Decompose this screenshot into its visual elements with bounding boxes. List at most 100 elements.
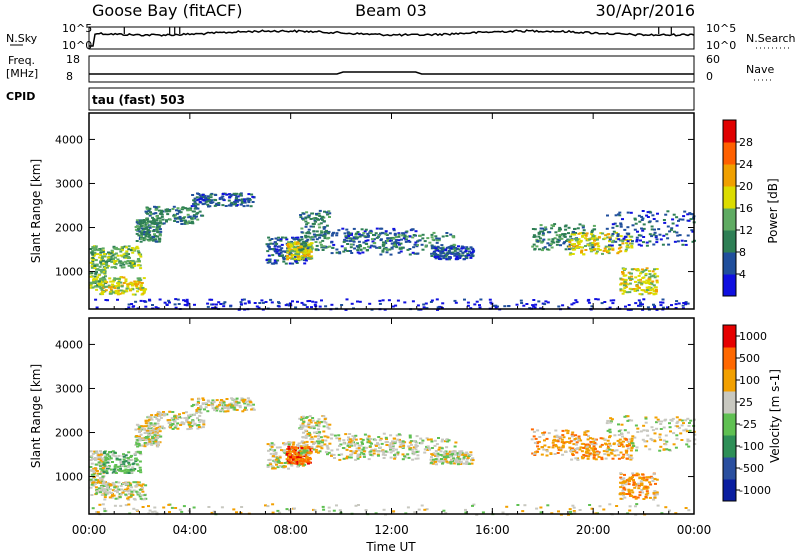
power-cell [304, 249, 307, 252]
velocity-cell [591, 437, 595, 440]
velocity-cell [127, 503, 131, 506]
power-cell [126, 285, 130, 288]
power-cell [635, 236, 639, 239]
velocity-cell [648, 496, 652, 499]
power-cell [99, 261, 103, 264]
power-cell [359, 245, 362, 248]
power-cell [637, 299, 641, 302]
power-cell [340, 245, 344, 248]
power-cell [228, 196, 232, 199]
power-cell [244, 198, 248, 201]
velocity-cell [118, 465, 122, 468]
velocity-cell [442, 453, 446, 456]
velocity-cell [576, 458, 580, 461]
velocity-cell [645, 487, 649, 490]
velocity-cell [617, 430, 621, 433]
velocity-cell [106, 458, 110, 460]
power-cell [222, 305, 226, 308]
power-cell [615, 225, 619, 228]
velocity-cell [96, 452, 100, 455]
velocity-cell [685, 430, 689, 433]
power-cell [324, 245, 328, 248]
velocity-cell [113, 465, 117, 468]
power-cell [541, 232, 545, 235]
power-cell [627, 277, 631, 280]
power-cell [289, 243, 293, 246]
power-cell [267, 246, 271, 249]
power-cell [319, 217, 323, 220]
power-cell [301, 256, 305, 259]
velocity-cell [235, 397, 239, 400]
velocity-cell [243, 398, 247, 401]
power-cell [611, 302, 615, 305]
velocity-cell [341, 447, 345, 449]
power-cell [619, 222, 623, 225]
velocity-cell [410, 443, 413, 446]
velocity-cell [118, 496, 122, 499]
velocity-cell [140, 494, 144, 497]
power-cell [326, 237, 330, 240]
power-cell [690, 213, 694, 216]
power-cell [246, 204, 250, 207]
power-cell [108, 292, 112, 295]
velocity-cell [635, 449, 638, 452]
power-cell [515, 303, 519, 306]
power-cell [391, 305, 395, 308]
power-cell [421, 248, 425, 251]
beam-title: Beam 03 [355, 1, 427, 20]
power-cell [149, 211, 152, 214]
power-cell [324, 246, 328, 249]
velocity-cell [153, 422, 157, 425]
velocity-cell [288, 461, 292, 464]
velocity-cell [338, 444, 341, 447]
power-cell [543, 246, 547, 249]
velocity-cell [543, 444, 547, 447]
velocity-cell [147, 505, 150, 508]
velocity-cell [381, 449, 385, 452]
power-cell [391, 242, 395, 245]
velocity-cell [464, 511, 468, 514]
power-cell [373, 245, 377, 248]
power-cell [467, 254, 470, 257]
velocity-cell [582, 447, 586, 449]
power-cell [313, 219, 317, 222]
velocity-cell [120, 464, 124, 467]
velocity-cell [304, 436, 308, 439]
velocity-cell [293, 462, 297, 465]
velocity-cell [160, 425, 164, 428]
power-cell [531, 228, 535, 230]
power-cell [636, 289, 640, 292]
power-cell [614, 214, 618, 217]
power-cell [655, 281, 659, 284]
power-cell [645, 244, 649, 247]
velocity-cell [393, 437, 397, 440]
power-cell [178, 215, 182, 218]
power-cell [570, 243, 574, 246]
velocity-cell [187, 416, 191, 419]
velocity-cell [688, 439, 692, 442]
velocity-cell [278, 511, 282, 514]
velocity-cell [111, 450, 115, 453]
power-cell [165, 219, 168, 222]
velocity-cell [124, 454, 128, 457]
velocity-cell [102, 465, 106, 468]
power-cell [392, 244, 396, 247]
power-cell [654, 292, 658, 295]
power-cell [445, 246, 449, 249]
velocity-cell [282, 465, 286, 468]
velocity-cell [297, 442, 301, 445]
power-cell [151, 216, 154, 219]
velocity-cell [314, 450, 318, 453]
velocity-cell [394, 440, 398, 443]
power-cell [352, 236, 356, 239]
power-cell [173, 216, 177, 219]
power-cell [130, 247, 134, 249]
power-cell [299, 244, 303, 247]
power-cell [91, 258, 95, 261]
power-cell [137, 234, 141, 237]
power-cell [103, 280, 107, 283]
power-y-label: Slant Range [km] [29, 159, 43, 263]
power-cell [171, 208, 175, 210]
velocity-cell [143, 445, 147, 448]
velocity-cell [307, 451, 311, 454]
